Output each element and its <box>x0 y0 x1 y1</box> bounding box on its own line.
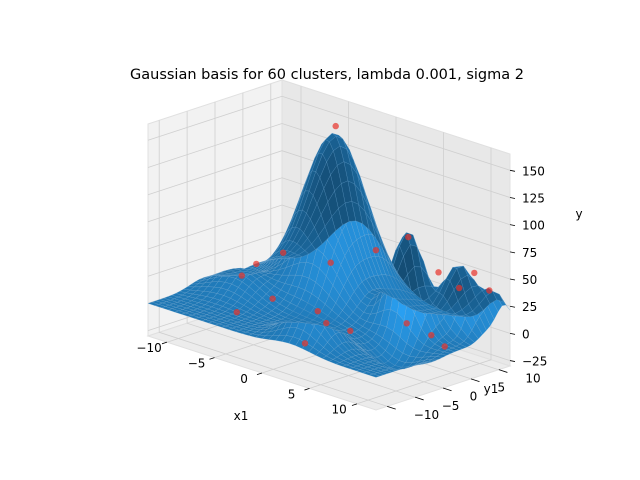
z-tick-label: 50 <box>522 273 537 287</box>
data-point <box>456 284 463 292</box>
z-tick-mark <box>509 197 516 199</box>
data-point <box>471 269 478 277</box>
x-tick-mark <box>351 403 358 406</box>
x-tick-label: 0 <box>240 372 248 386</box>
z-tick-mark <box>509 224 516 227</box>
y-axis-label: y1 <box>484 382 499 396</box>
z-gridline <box>147 95 511 171</box>
z-tick-label: −25 <box>522 355 547 369</box>
x-tick-mark <box>256 372 263 376</box>
data-point <box>327 259 334 266</box>
z-gridline <box>147 150 511 226</box>
data-point <box>428 332 435 339</box>
y-tick-label: −5 <box>442 399 460 413</box>
data-point <box>372 247 380 254</box>
z-tick-mark <box>509 305 516 308</box>
y-tick-label: −10 <box>414 408 439 422</box>
z-tick-label: 100 <box>522 219 545 233</box>
data-point <box>403 320 410 327</box>
z-tick-mark <box>509 332 516 335</box>
data-point <box>301 340 309 347</box>
z-tick-mark <box>509 251 516 254</box>
y-tick-label: 5 <box>498 381 506 395</box>
data-point <box>441 343 448 350</box>
z-tick-label: 0 <box>522 327 530 341</box>
z-axis-label: y <box>575 207 582 221</box>
data-point <box>347 327 354 334</box>
z-tick-label: 125 <box>522 192 545 206</box>
y-tick-mark <box>498 369 508 373</box>
z-tick-label: 75 <box>522 246 537 260</box>
surface-facet <box>278 257 289 259</box>
y-tick-mark <box>470 378 480 382</box>
chart-title: Gaussian basis for 60 clusters, lambda 0… <box>130 67 524 83</box>
data-point <box>238 272 245 279</box>
z-gridline <box>147 177 511 253</box>
data-point <box>435 269 442 276</box>
x-tick-mark <box>161 341 168 345</box>
z-tick-mark <box>509 360 516 362</box>
z-tick-label: 150 <box>522 164 545 178</box>
y-tick-label: 10 <box>525 371 540 385</box>
x-tick-label: 5 <box>288 387 296 401</box>
z-gridline <box>147 231 511 307</box>
data-point <box>332 122 339 130</box>
data-point <box>280 249 287 256</box>
data-point <box>486 287 493 294</box>
data-point <box>323 319 330 327</box>
x-tick-mark <box>209 357 215 360</box>
z-gridline <box>147 204 511 280</box>
data-point <box>253 260 260 268</box>
x-axis-label: x1 <box>234 409 249 423</box>
y-tick-mark <box>414 396 424 401</box>
x-tick-label: −5 <box>188 356 206 370</box>
surface-plot <box>147 133 511 378</box>
x-tick-mark <box>304 388 310 391</box>
data-points <box>233 122 493 350</box>
z-gridline <box>147 123 511 198</box>
x-tick-label: 10 <box>331 403 346 417</box>
data-point <box>314 308 321 315</box>
data-point <box>233 309 240 316</box>
data-point <box>405 233 412 241</box>
z-tick-mark <box>509 278 516 281</box>
y-tick-mark <box>387 405 396 410</box>
z-tick-label: 25 <box>522 300 537 314</box>
x-tick-label: −10 <box>136 341 161 355</box>
y-tick-mark <box>442 387 452 392</box>
y-tick-label: 0 <box>470 390 478 404</box>
data-point <box>269 295 276 302</box>
z-tick-mark <box>509 169 516 172</box>
